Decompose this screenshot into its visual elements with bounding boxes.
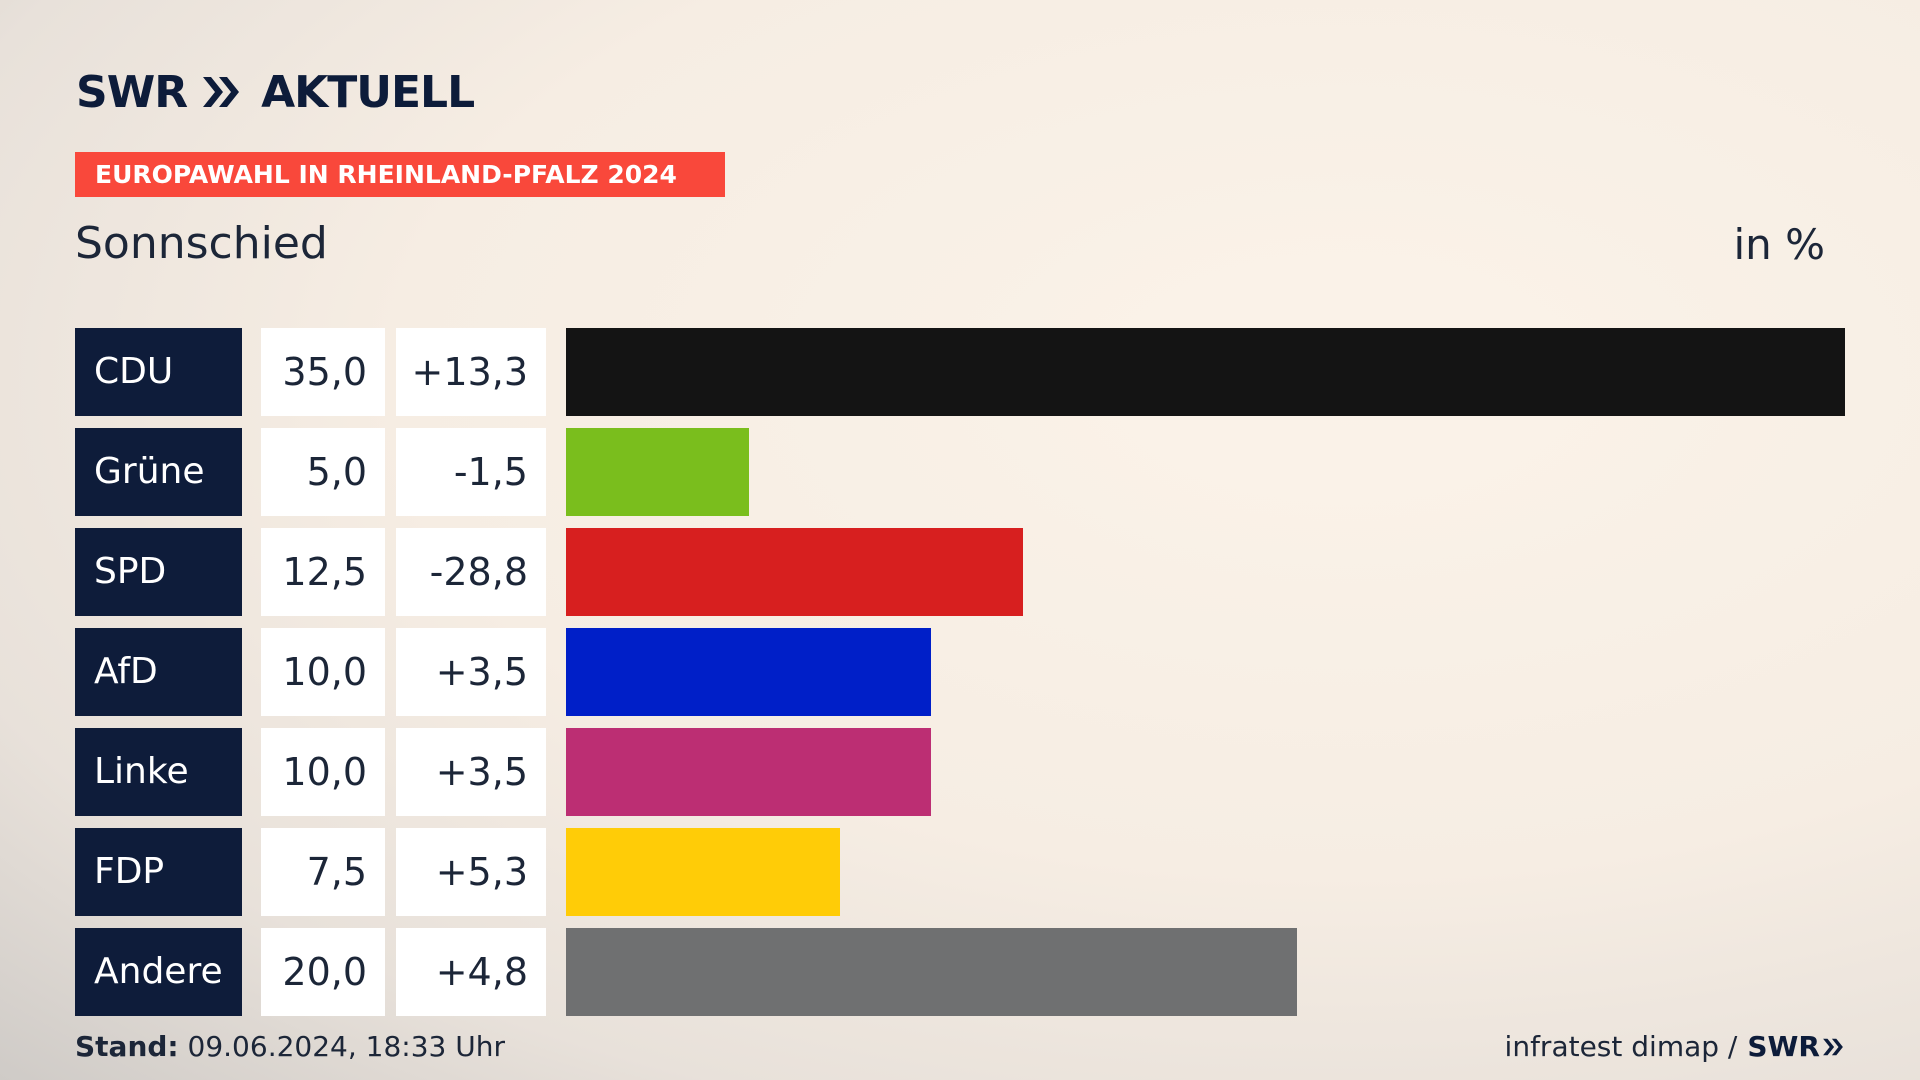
vote-change-value: +3,5 [396, 728, 546, 816]
result-row: AfD 10,0 +3,5 [75, 628, 1845, 716]
vote-change-value: -28,8 [396, 528, 546, 616]
swr-small-text: SWR [1747, 1030, 1820, 1063]
stand-label: Stand: [75, 1030, 179, 1063]
result-bar [566, 628, 931, 716]
result-row: SPD 12,5 -28,8 [75, 528, 1845, 616]
source-text: infratest dimap / [1504, 1030, 1738, 1063]
stand-value: 09.06.2024, 18:33 Uhr [187, 1030, 505, 1063]
source-credit: infratest dimap / SWR [1505, 1030, 1844, 1063]
party-label: FDP [75, 828, 242, 916]
result-row: Grüne 5,0 -1,5 [75, 428, 1845, 516]
vote-change-value: +4,8 [396, 928, 546, 1016]
result-bar [566, 928, 1297, 1016]
result-row: Andere 20,0 +4,8 [75, 928, 1845, 1016]
vote-change-value: +13,3 [396, 328, 546, 416]
result-bar [566, 828, 840, 916]
logo-swr-text: SWR [76, 66, 188, 118]
vote-share-value: 5,0 [261, 428, 385, 516]
party-label: Linke [75, 728, 242, 816]
result-bar [566, 328, 1845, 416]
vote-share-value: 10,0 [261, 728, 385, 816]
timestamp: Stand: 09.06.2024, 18:33 Uhr [75, 1030, 505, 1063]
vote-share-value: 10,0 [261, 628, 385, 716]
party-label: CDU [75, 328, 242, 416]
place-title: Sonnschied [75, 218, 328, 269]
party-label: SPD [75, 528, 242, 616]
result-bar [566, 428, 749, 516]
vote-share-value: 20,0 [261, 928, 385, 1016]
double-chevron-icon [201, 75, 241, 109]
small-double-chevron-icon [1823, 1038, 1843, 1055]
party-label: Grüne [75, 428, 242, 516]
logo-aktuell-text: AKTUELL [261, 66, 475, 118]
election-banner: EUROPAWAHL IN RHEINLAND-PFALZ 2024 [75, 152, 725, 197]
result-row: Linke 10,0 +3,5 [75, 728, 1845, 816]
vote-change-value: -1,5 [396, 428, 546, 516]
result-row: FDP 7,5 +5,3 [75, 828, 1845, 916]
result-bar [566, 728, 931, 816]
vote-change-value: +5,3 [396, 828, 546, 916]
party-label: AfD [75, 628, 242, 716]
party-label: Andere [75, 928, 242, 1016]
unit-label: in % [1733, 220, 1825, 269]
vote-change-value: +3,5 [396, 628, 546, 716]
vote-share-value: 12,5 [261, 528, 385, 616]
vote-share-value: 7,5 [261, 828, 385, 916]
vote-share-value: 35,0 [261, 328, 385, 416]
result-row: CDU 35,0 +13,3 [75, 328, 1845, 416]
swr-small-logo: SWR [1747, 1030, 1844, 1063]
swr-aktuell-logo: SWR AKTUELL [76, 66, 475, 118]
result-bar [566, 528, 1023, 616]
